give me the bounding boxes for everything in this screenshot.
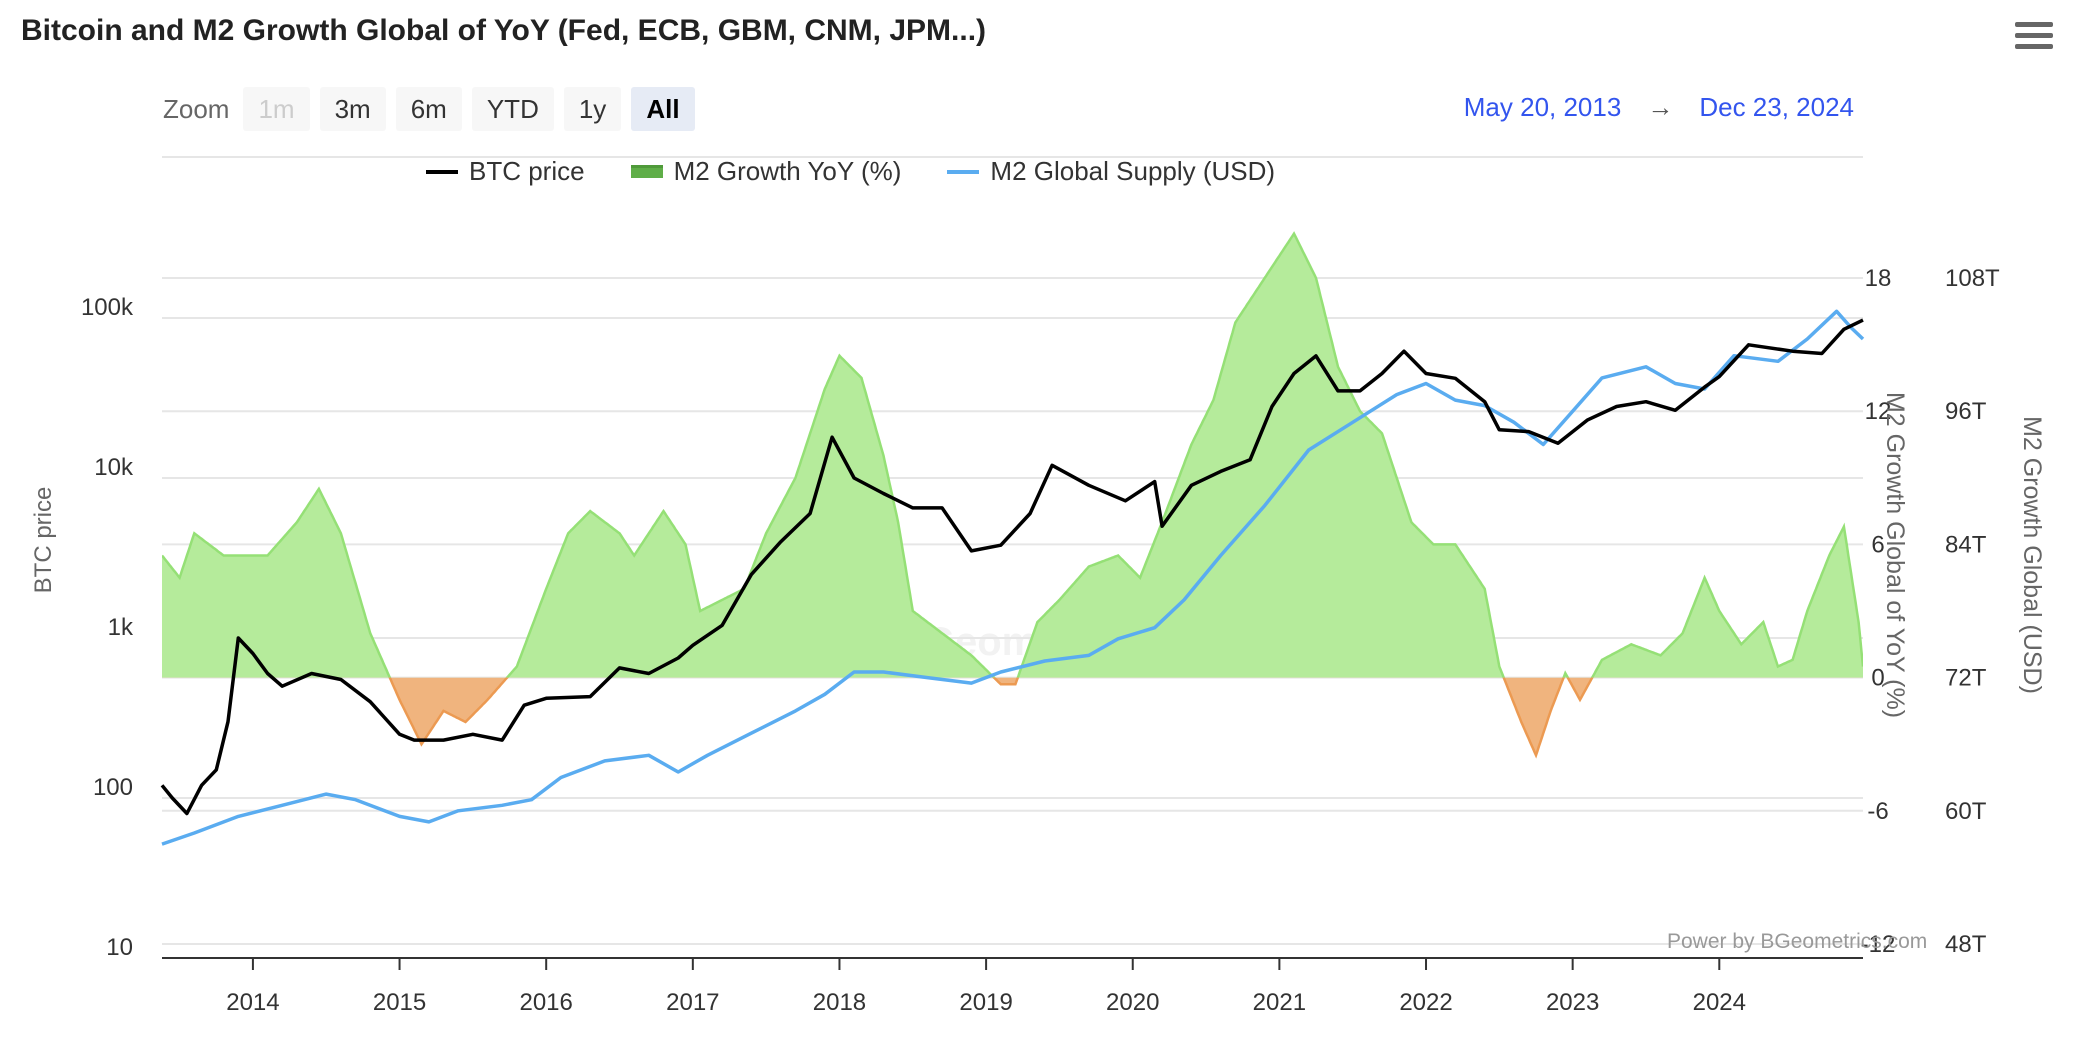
legend-label: BTC price: [469, 156, 585, 186]
supply-tick-label: 108T: [1945, 265, 2000, 292]
btc-axis-label: BTC price: [30, 487, 57, 594]
x-tick-label: 2019: [959, 989, 1012, 1016]
zoom-1y-button[interactable]: 1y: [563, 87, 622, 131]
supply-axis-label: M2 Growth Global (USD): [2018, 416, 2046, 694]
area-swatch-icon: [630, 165, 663, 178]
legend: BTC price M2 Growth YoY (%) M2 Global Su…: [426, 156, 1321, 187]
growth-tick-label: 0: [1871, 665, 1884, 692]
growth-line-negative: [388, 677, 1594, 759]
zoom-label: Zoom: [163, 93, 230, 124]
range-to-input[interactable]: Dec 23, 2024: [1699, 92, 1854, 122]
legend-label: M2 Growth YoY (%): [673, 156, 902, 186]
line-swatch-icon: [947, 169, 980, 174]
legend-label: M2 Global Supply (USD): [990, 156, 1276, 186]
btc-tick-label: 10k: [94, 454, 134, 481]
growth-area-positive: [162, 233, 1863, 678]
btc-tick-label: 100k: [81, 294, 134, 321]
growth-area-negative: [162, 677, 1863, 756]
growth-tick-label: -6: [1867, 798, 1888, 825]
growth-tick-label: 12: [1865, 398, 1892, 425]
x-tick-label: 2022: [1399, 989, 1452, 1016]
btc-tick-label: 100: [93, 774, 133, 801]
credit-link[interactable]: Power by BGeometrics.com: [1667, 930, 1928, 953]
zoom-all-button[interactable]: All: [631, 87, 695, 131]
chart-title: Bitcoin and M2 Growth Global of YoY (Fed…: [21, 14, 987, 47]
x-tick-label: 2020: [1106, 989, 1159, 1016]
legend-item-growth[interactable]: M2 Growth YoY (%): [630, 156, 902, 187]
x-tick-label: 2017: [666, 989, 719, 1016]
legend-item-supply[interactable]: M2 Global Supply (USD): [947, 156, 1275, 187]
x-tick-label: 2024: [1693, 989, 1746, 1016]
date-range: May 20, 2013 → Dec 23, 2024: [1464, 92, 1854, 123]
series-line-m2-supply: [161, 309, 1865, 846]
x-tick-label: 2014: [226, 989, 279, 1016]
x-tick-label: 2021: [1253, 989, 1306, 1016]
legend-item-btc[interactable]: BTC price: [426, 156, 585, 187]
series-line-btc: [160, 318, 1864, 816]
supply-tick-label: 96T: [1945, 398, 1987, 425]
x-tick-label: 2023: [1546, 989, 1599, 1016]
growth-axis-label: M2 Growth Global of YoY (%): [1881, 392, 1909, 718]
x-tick-label: 2015: [373, 989, 426, 1016]
menu-icon[interactable]: [2015, 22, 2053, 54]
growth-tick-label: -12: [1861, 931, 1896, 958]
supply-tick-label: 60T: [1945, 798, 1987, 825]
supply-tick-label: 72T: [1945, 665, 1987, 692]
zoom-6m-button[interactable]: 6m: [395, 87, 462, 131]
btc-tick-label: 1k: [108, 614, 134, 641]
zoom-3m-button[interactable]: 3m: [319, 87, 386, 131]
supply-tick-label: 84T: [1945, 531, 1987, 558]
x-tick-label: 2018: [813, 989, 866, 1016]
x-tick-label: 2016: [519, 989, 572, 1016]
zoom-ytd-button[interactable]: YTD: [471, 87, 554, 131]
line-swatch-icon: [426, 169, 458, 174]
btc-tick-label: 10: [106, 934, 133, 961]
range-arrow-icon: →: [1647, 92, 1674, 122]
supply-tick-label: 48T: [1945, 931, 1987, 958]
zoom-toolbar: Zoom 1m 3m 6m YTD 1y All: [163, 87, 705, 131]
growth-tick-label: 6: [1871, 531, 1884, 558]
range-from-input[interactable]: May 20, 2013: [1463, 92, 1622, 122]
zoom-1m-button[interactable]: 1m: [243, 87, 310, 131]
growth-tick-label: 18: [1865, 265, 1892, 292]
